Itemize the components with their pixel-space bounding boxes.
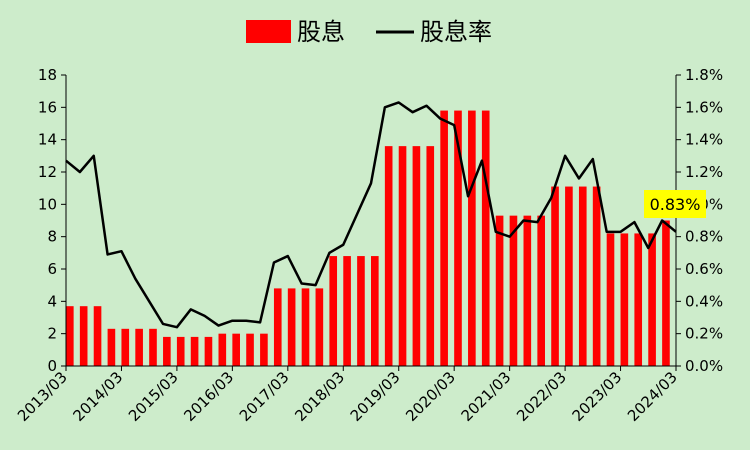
dividend-bar: [371, 256, 379, 366]
dividend-bar: [232, 333, 240, 366]
dividend-bar: [648, 233, 656, 366]
x-axis-tick-label: 2018/03: [291, 368, 348, 425]
left-axis-tick-label: 14: [38, 131, 57, 149]
legend-dividend-swatch: [246, 20, 291, 43]
yield-line-layer: [65, 101, 677, 329]
dividend-bar: [412, 146, 421, 366]
dividend-bar: [357, 256, 365, 366]
dividend-bar: [246, 333, 254, 366]
left-axis-tick-label: 2: [47, 325, 57, 343]
dividend-bar: [606, 233, 615, 366]
right-axis-tick-label: 0.4%: [685, 292, 723, 310]
yield-callout: 0.83%: [644, 190, 706, 218]
dividend-bar: [481, 110, 490, 366]
dividend-bar: [384, 146, 393, 366]
x-axis-tick-label: 2015/03: [125, 368, 182, 425]
right-axis-tick-label: 1.2%: [685, 163, 723, 181]
dividend-bar: [287, 288, 296, 366]
left-axis-tick-label: 4: [47, 292, 57, 310]
dividend-bars: [66, 110, 670, 366]
dividend-bar: [66, 306, 74, 366]
right-axis-tick-label: 0.0%: [685, 357, 723, 375]
dividend-bar: [578, 186, 587, 366]
dividend-bar: [163, 336, 171, 366]
x-axis-tick-label: 2019/03: [347, 368, 404, 425]
yield-line: [65, 101, 677, 329]
dividend-bar: [398, 146, 407, 366]
dividend-bar: [93, 306, 102, 366]
dividend-bar: [565, 186, 573, 366]
x-axis-tick-label: 2021/03: [458, 368, 515, 425]
yield-callout-label: 0.83%: [650, 195, 701, 214]
x-axis-tick-label: 2017/03: [236, 368, 293, 425]
dividend-bar: [301, 288, 310, 366]
left-axis-tick-label: 10: [38, 195, 57, 213]
dividend-bar: [204, 336, 213, 366]
dividend-bar: [190, 336, 199, 366]
x-axis-tick-label: 2022/03: [513, 368, 570, 425]
dividend-bar: [662, 220, 670, 366]
dividend-bar: [149, 328, 157, 366]
dividend-bar: [454, 110, 462, 366]
dividend-bar: [537, 215, 545, 366]
left-axis-tick-label: 18: [38, 66, 57, 84]
x-axis-tick-label: 2020/03: [402, 368, 459, 425]
dividend-bar: [523, 215, 532, 366]
right-axis-tick-label: 1.8%: [685, 66, 723, 84]
left-axis-tick-label: 0: [47, 357, 57, 375]
dividend-bar: [551, 186, 559, 366]
dividend-bar: [315, 288, 324, 366]
chart-legend: 股息 股息率: [246, 18, 492, 46]
left-axis-tick-label: 8: [47, 228, 57, 246]
legend-yield-label: 股息率: [420, 18, 492, 46]
dividend-bar: [218, 333, 227, 366]
left-axis-tick-label: 16: [38, 98, 57, 116]
dividend-bar: [329, 256, 338, 366]
dividend-bar: [176, 336, 185, 366]
right-axis-tick-label: 0.6%: [685, 260, 723, 278]
left-axis-tick-label: 6: [47, 260, 57, 278]
right-axis-tick-label: 1.6%: [685, 98, 723, 116]
left-axis-tick-label: 12: [38, 163, 57, 181]
dividend-bar: [135, 328, 143, 366]
dividend-bar: [634, 233, 643, 366]
dividend-bar: [440, 110, 448, 366]
dividend-bar: [620, 233, 629, 366]
dividend-bar: [468, 110, 476, 366]
x-axis-tick-label: 2023/03: [569, 368, 626, 425]
right-axis-tick-label: 1.4%: [685, 131, 723, 149]
yield-callout-background: [644, 190, 706, 218]
x-axis-tick-label: 2014/03: [69, 368, 126, 425]
x-axis-tick-label: 2016/03: [180, 368, 237, 425]
dividend-bar: [343, 256, 351, 366]
dividend-bar: [79, 306, 88, 366]
dividend-bar: [260, 333, 268, 366]
dividend-bar: [273, 288, 282, 366]
chart-axes: 0246810121416180.0%0.2%0.4%0.6%0.8%1.0%1…: [14, 66, 723, 425]
x-axis-tick-label: 2024/03: [624, 368, 681, 425]
dividend-bar: [495, 215, 504, 366]
right-axis-tick-label: 0.2%: [685, 325, 723, 343]
dividend-bar: [509, 215, 518, 366]
x-axis-tick-label: 2013/03: [14, 368, 71, 425]
right-axis-tick-label: 0.8%: [685, 228, 723, 246]
legend-dividend-label: 股息: [297, 18, 345, 46]
dividend-bar: [121, 328, 130, 366]
dividend-bar: [592, 186, 601, 366]
dividend-bar: [426, 146, 435, 366]
dividend-bar: [107, 328, 116, 366]
